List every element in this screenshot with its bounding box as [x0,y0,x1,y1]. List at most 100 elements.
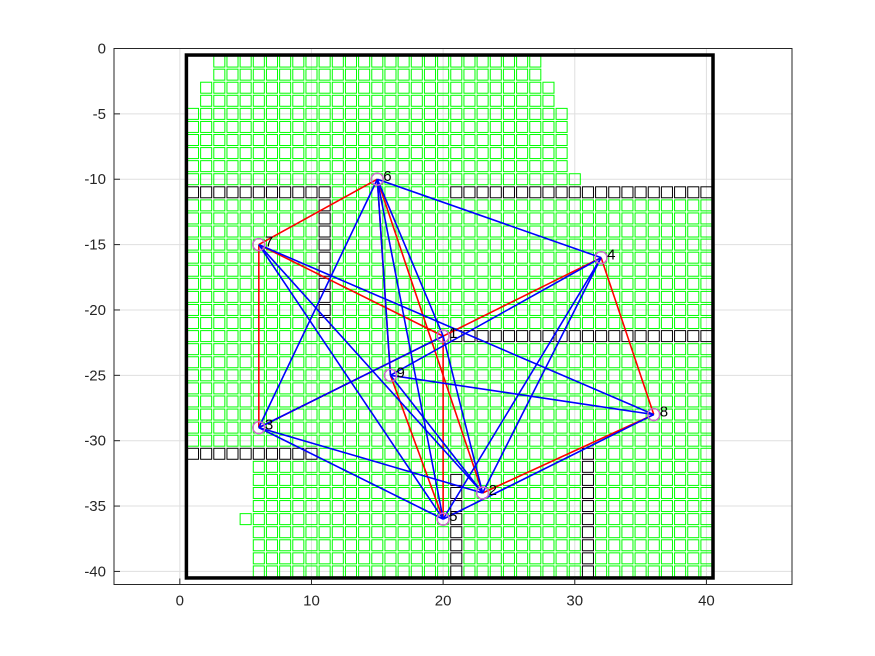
free-cell [384,173,397,186]
free-cell [476,251,489,264]
free-cell [344,343,358,356]
free-cell [265,460,279,473]
free-cell [371,107,384,120]
free-cell [529,160,542,173]
free-cell [397,186,410,199]
free-cell [621,290,634,303]
free-cell [331,238,344,251]
free-cell [437,303,450,316]
free-cell [292,421,305,434]
free-cell [595,238,608,251]
free-cell [305,330,318,343]
free-cell [516,173,529,186]
free-cell [660,290,673,303]
free-cell [450,212,463,225]
y-tick-label: -20 [84,302,106,319]
free-cell [647,199,660,212]
free-cell [292,120,305,133]
obstacle-cell [318,303,331,316]
free-cell [476,434,489,447]
free-cell [226,199,239,212]
free-cell [647,473,660,486]
free-cell [331,343,344,356]
free-cell [581,238,594,251]
free-cell [687,199,700,212]
obstacle-cell [529,186,542,199]
free-cell [687,421,700,434]
free-cell [213,369,226,382]
free-cell [292,395,305,408]
free-cell [397,369,410,382]
free-cell [463,225,476,238]
free-cell [292,369,305,382]
free-cell [463,81,476,94]
free-cell [568,552,581,565]
free-cell [305,251,318,264]
free-cell [239,408,252,421]
free-cell [608,513,621,526]
free-cell [647,460,660,473]
blue-edge [376,178,444,337]
free-cell [200,290,213,303]
free-cell [555,225,568,238]
free-cell [608,225,621,238]
free-cell [542,539,555,552]
free-cell [318,134,331,147]
free-cell [292,317,305,330]
free-cell [265,395,279,408]
free-cell [568,317,581,330]
free-cell [437,160,450,173]
free-cell [687,434,700,447]
free-cell [568,277,581,290]
free-cell [687,238,700,251]
free-cell [476,290,489,303]
obstacle-cell [568,186,581,199]
free-cell [450,238,463,251]
free-cell [279,68,292,81]
obstacle-cell [581,552,594,565]
free-cell [200,317,213,330]
free-cell [331,500,344,513]
free-cell [371,94,384,107]
free-cell [647,382,660,395]
free-cell [410,526,423,539]
free-cell [358,107,371,120]
free-cell [674,343,687,356]
free-cell [542,199,555,212]
free-cell [384,147,397,160]
y-tick-label: 0 [98,41,106,58]
free-cell [502,473,515,486]
free-cell [423,94,436,107]
y-tick-label: -5 [93,106,106,123]
free-cell [279,81,292,94]
free-cell [358,500,371,513]
free-cell [463,134,476,147]
free-cell [647,421,660,434]
y-tick-label: -10 [84,171,106,188]
free-cell [489,81,502,94]
free-cell [621,225,634,238]
free-cell [542,317,555,330]
obstacle-cell [608,330,621,343]
free-cell [595,264,608,277]
free-cell [595,421,608,434]
free-cell [252,500,265,513]
free-cell [516,81,529,94]
free-cell [463,303,476,316]
free-cell [463,539,476,552]
free-cell [226,395,239,408]
free-cell [476,473,489,486]
free-cell [265,434,279,447]
free-cell [687,500,700,513]
free-cell [568,251,581,264]
free-cell [437,107,450,120]
free-cell [265,500,279,513]
free-cell [318,526,331,539]
free-cell [621,251,634,264]
free-cell [647,513,660,526]
free-cell [358,460,371,473]
free-cell [305,81,318,94]
free-cell [529,382,542,395]
free-cell [292,526,305,539]
free-cell [608,356,621,369]
